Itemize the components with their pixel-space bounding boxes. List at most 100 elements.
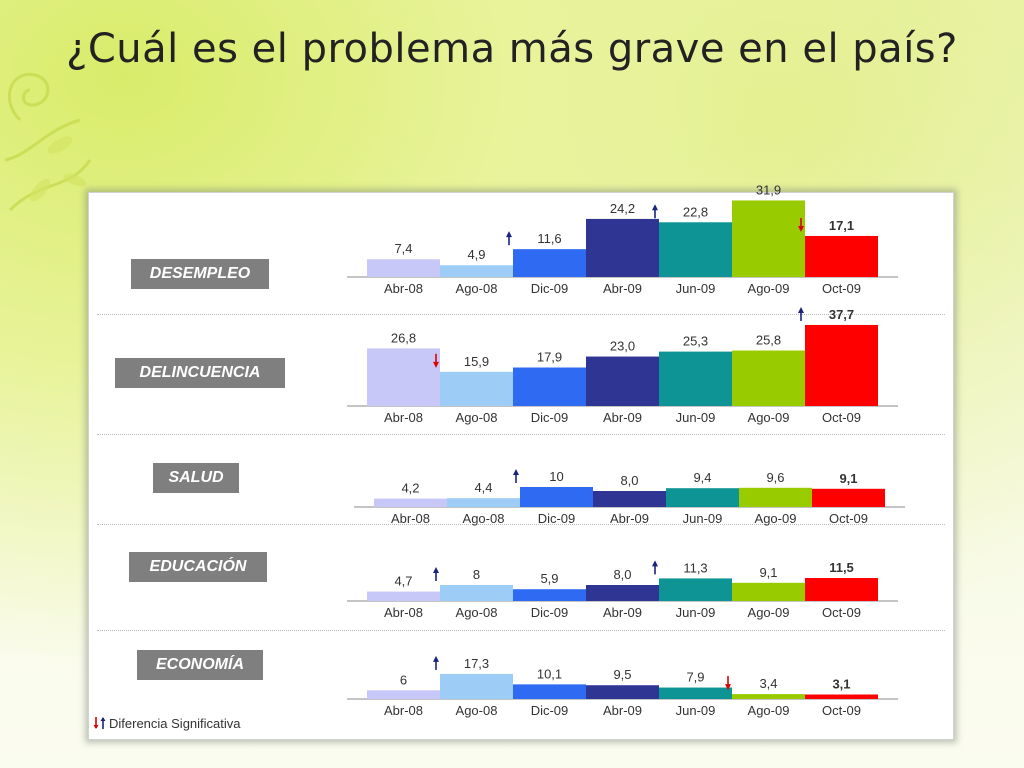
category-tick-label: Jun-09 (676, 703, 716, 718)
bar-oct-09 (812, 488, 885, 507)
value-label: 17,3 (464, 656, 489, 671)
bar-abr-08 (367, 348, 440, 406)
bar-dic-09 (513, 684, 586, 699)
value-label: 7,9 (686, 670, 704, 685)
category-tick-label: Abr-08 (384, 605, 423, 620)
bar-jun-09 (659, 578, 732, 601)
value-label: 7,4 (394, 241, 412, 256)
page-title: ¿Cuál es el problema más grave en el paí… (66, 26, 958, 72)
value-label: 9,1 (759, 565, 777, 580)
label-desempleo: DESEMPLEO (131, 259, 269, 289)
bar-abr-08 (367, 591, 440, 601)
value-label: 17,9 (537, 350, 562, 365)
value-label: 22,8 (683, 204, 708, 219)
category-tick-label: Ago-08 (456, 605, 498, 620)
value-label: 37,7 (829, 307, 854, 322)
bar-ago-09 (732, 582, 805, 601)
category-tick-label: Dic-09 (531, 703, 569, 718)
bar-oct-09 (805, 324, 878, 406)
category-tick-label: Abr-08 (384, 281, 423, 296)
value-label: 11,5 (829, 560, 854, 575)
value-label: 26,8 (391, 330, 416, 345)
bar-ago-09 (732, 350, 805, 406)
category-tick-label: Abr-09 (603, 410, 642, 425)
bar-dic-09 (513, 249, 586, 277)
category-tick-label: Ago-08 (456, 281, 498, 296)
category-tick-label: Dic-09 (531, 605, 569, 620)
label-educacion: EDUCACIÓN (129, 552, 267, 582)
category-tick-label: Ago-09 (748, 281, 790, 296)
value-label: 31,9 (756, 182, 781, 197)
bar-oct-09 (805, 578, 878, 601)
value-label: 25,8 (756, 333, 781, 348)
decorative-swirl-icon (4, 73, 92, 212)
value-label: 3,1 (832, 677, 850, 692)
bar-oct-09 (805, 694, 878, 699)
row-separator (97, 434, 945, 435)
category-tick-label: Oct-09 (822, 281, 861, 296)
category-tick-label: Ago-09 (755, 511, 797, 526)
value-label: 8 (473, 567, 480, 582)
bar-abr-08 (367, 690, 440, 699)
category-tick-label: Jun-09 (676, 605, 716, 620)
arrow-down-icon (725, 676, 731, 691)
category-tick-label: Oct-09 (822, 605, 861, 620)
bar-ago-08 (440, 265, 513, 277)
value-label: 3,4 (759, 676, 777, 691)
bar-jun-09 (666, 488, 739, 507)
value-label: 9,1 (839, 471, 857, 486)
category-tick-label: Abr-08 (384, 410, 423, 425)
bar-ago-09 (732, 694, 805, 699)
bar-ago-09 (732, 200, 805, 277)
category-tick-label: Abr-08 (384, 703, 423, 718)
bar-charts: 7,4 Abr-08 4,9 Ago-08 11,6 Dic-09 24,2 Abr-09 22… (347, 182, 905, 718)
arrow-down-icon (798, 217, 804, 232)
value-label: 4,9 (467, 247, 485, 262)
chart-panel: DESEMPLEO DELINCUENCIA SALUD EDUCACIÓN E… (88, 182, 954, 740)
value-label: 25,3 (683, 334, 708, 349)
category-tick-label: Ago-09 (748, 410, 790, 425)
category-tick-label: Abr-09 (603, 703, 642, 718)
category-tick-label: Ago-08 (456, 703, 498, 718)
bar-abr-09 (593, 491, 666, 507)
category-tick-label: Dic-09 (531, 410, 569, 425)
bar-ago-08 (447, 498, 520, 507)
bar-abr-08 (374, 498, 447, 507)
bar-dic-09 (513, 367, 586, 406)
category-tick-label: Ago-08 (463, 511, 505, 526)
value-label: 15,9 (464, 354, 489, 369)
bar-dic-09 (520, 487, 593, 507)
value-label: 6 (400, 672, 407, 687)
label-economia: ECONOMÍA (137, 650, 263, 680)
arrow-up-icon (513, 469, 519, 483)
value-label: 17,1 (829, 218, 854, 233)
value-label: 5,9 (540, 571, 558, 586)
category-tick-label: Ago-08 (456, 410, 498, 425)
value-label: 4,2 (401, 481, 419, 496)
category-tick-label: Oct-09 (822, 410, 861, 425)
value-label: 9,5 (613, 667, 631, 682)
bar-ago-08 (440, 673, 513, 699)
significance-arrows-icon (93, 717, 106, 729)
value-label: 4,4 (474, 480, 492, 495)
value-label: 4,7 (394, 574, 412, 589)
row-separator (97, 524, 945, 525)
value-label: 8,0 (613, 567, 631, 582)
arrow-up-icon (433, 655, 439, 670)
bar-abr-09 (586, 356, 659, 406)
bar-abr-08 (367, 259, 440, 277)
value-label: 9,4 (693, 470, 711, 485)
arrow-up-icon (652, 204, 658, 219)
arrow-down-icon (433, 353, 439, 368)
arrow-up-icon (652, 560, 658, 575)
bar-abr-09 (586, 685, 659, 699)
bar-jun-09 (659, 222, 732, 277)
category-tick-label: Abr-09 (610, 511, 649, 526)
bar-ago-09 (739, 487, 812, 507)
category-tick-label: Oct-09 (829, 511, 868, 526)
value-label: 8,0 (620, 473, 638, 488)
category-tick-label: Abr-08 (391, 511, 430, 526)
category-tick-label: Jun-09 (676, 281, 716, 296)
bar-abr-09 (586, 585, 659, 601)
bar-abr-09 (586, 218, 659, 277)
